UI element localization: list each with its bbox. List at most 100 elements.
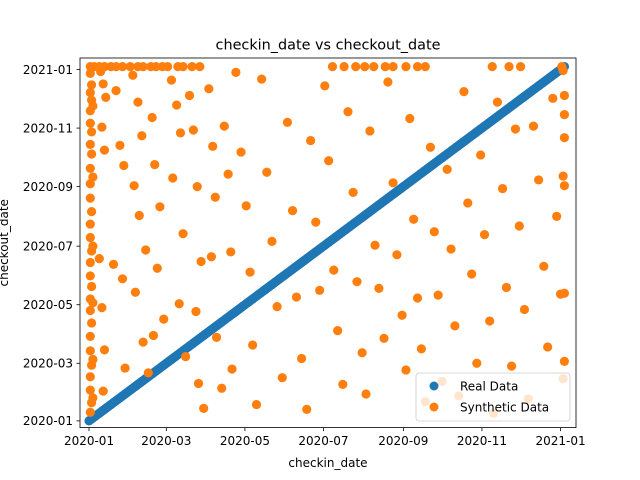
synthetic-data-point xyxy=(155,202,165,212)
synthetic-data-point xyxy=(241,201,251,211)
synthetic-data-point xyxy=(392,250,402,260)
y-tick-label: 2020-07 xyxy=(23,239,73,253)
synthetic-data-point xyxy=(277,373,287,383)
synthetic-data-point xyxy=(397,310,407,320)
synthetic-data-point xyxy=(361,389,371,399)
synthetic-data-point xyxy=(163,62,173,72)
synthetic-data-point xyxy=(291,292,302,302)
synthetic-data-point xyxy=(425,142,436,152)
y-axis: 2020-01 2020-03 2020-05 2020-07 2020-09 2020-… xyxy=(23,63,80,428)
synthetic-data-point xyxy=(514,221,524,231)
plot-frame xyxy=(79,57,577,429)
synthetic-data-point xyxy=(343,107,353,117)
synthetic-data-point xyxy=(85,193,95,203)
synthetic-data-point xyxy=(204,84,214,94)
synthetic-data-point xyxy=(287,206,298,216)
synthetic-data-point xyxy=(97,122,107,132)
synthetic-data-point xyxy=(272,302,282,312)
synthetic-data-point xyxy=(85,407,95,417)
synthetic-data-point xyxy=(324,156,334,166)
x-tick-label: 2020-03 xyxy=(141,434,191,448)
synthetic-data-point xyxy=(174,299,184,309)
synthetic-data-point xyxy=(409,214,419,224)
x-tick-label: 2020-09 xyxy=(378,434,428,448)
synthetic-data-point xyxy=(159,314,169,324)
synthetic-data-point xyxy=(141,245,151,255)
synthetic-data-point xyxy=(534,175,544,185)
synthetic-data-point xyxy=(245,267,255,277)
y-tick-label: 2020-09 xyxy=(23,180,73,194)
synthetic-data-point xyxy=(223,169,233,179)
synthetic-data-point xyxy=(178,62,188,72)
synthetic-data-point xyxy=(175,128,186,138)
synthetic-data-point xyxy=(379,333,389,343)
synthetic-data-point xyxy=(506,361,517,371)
synthetic-data-point xyxy=(88,241,98,251)
synthetic-data-point xyxy=(181,351,191,362)
synthetic-data-point xyxy=(315,285,325,295)
synthetic-data-point xyxy=(195,62,205,72)
synthetic-data-point xyxy=(463,198,473,208)
synthetic-data-point xyxy=(117,62,128,72)
synthetic-data-point xyxy=(248,340,258,350)
synthetic-data-point xyxy=(302,404,312,414)
synthetic-data-point xyxy=(519,304,530,315)
synthetic-data-point xyxy=(147,112,157,123)
synthetic-data-point xyxy=(227,364,237,374)
synthetic-data-point xyxy=(85,68,95,78)
synthetic-data-point xyxy=(130,287,140,297)
synthetic-data-point xyxy=(320,81,330,91)
synthetic-data-point xyxy=(446,244,456,254)
synthetic-data-point xyxy=(151,62,161,72)
synthetic-data-point xyxy=(166,75,177,85)
synthetic-data-point xyxy=(327,62,338,72)
synthetic-data-point xyxy=(412,62,423,72)
synthetic-data-point xyxy=(85,271,95,281)
legend-box xyxy=(415,372,571,422)
synthetic-data-point xyxy=(559,110,570,120)
synthetic-data-point xyxy=(311,217,321,227)
synthetic-data-point xyxy=(401,365,411,375)
synthetic-data-point xyxy=(193,378,204,389)
synthetic-data-point xyxy=(236,147,246,157)
synthetic-data-point xyxy=(85,257,95,268)
synthetic-data-point xyxy=(98,386,108,396)
synthetic-data-point xyxy=(369,62,379,72)
x-axis: 2020-01 2020-03 2020-05 2020-07 2020-09 2020-… xyxy=(64,427,586,448)
synthetic-data-point xyxy=(528,121,539,131)
synthetic-data-point xyxy=(188,125,198,135)
synthetic-data-point xyxy=(476,150,486,160)
synthetic-data-point xyxy=(352,277,362,287)
synthetic-data-point xyxy=(94,254,104,264)
synthetic-data-point xyxy=(208,141,218,151)
y-tick-label: 2020-03 xyxy=(23,357,73,371)
synthetic-data-point xyxy=(412,293,423,303)
synthetic-data-point xyxy=(338,379,348,389)
synthetic-data-point xyxy=(99,145,110,155)
synthetic-data-point xyxy=(442,164,452,174)
synthetic-data-point xyxy=(88,354,98,365)
synthetic-data-point xyxy=(85,87,95,98)
x-axis-label: checkin_date xyxy=(288,456,367,470)
x-tick-label: 2020-11 xyxy=(457,434,507,448)
synthetic-data-point xyxy=(539,261,549,271)
synthetic-data-point xyxy=(85,331,95,341)
synthetic-data-point xyxy=(388,178,398,188)
synthetic-data-point xyxy=(88,172,98,182)
synthetic-data-point xyxy=(405,113,415,124)
synthetic-data-point xyxy=(479,230,490,240)
y-tick-label: 2021-01 xyxy=(23,63,73,77)
synthetic-data-point xyxy=(487,62,497,72)
synthetic-data-point xyxy=(374,283,384,293)
synthetic-data-point xyxy=(416,344,426,354)
synthetic-data-point xyxy=(231,67,241,77)
synthetic-data-point xyxy=(401,62,411,72)
synthetic-data-point xyxy=(85,385,95,395)
synthetic-data-point xyxy=(119,160,129,171)
synthetic-data-point xyxy=(552,211,562,221)
synthetic-data-point xyxy=(348,187,358,197)
synthetic-data-point xyxy=(357,348,367,358)
synthetic-data-point xyxy=(329,265,339,275)
synthetic-data-point xyxy=(492,97,503,107)
synthetic-data-point xyxy=(120,363,130,373)
